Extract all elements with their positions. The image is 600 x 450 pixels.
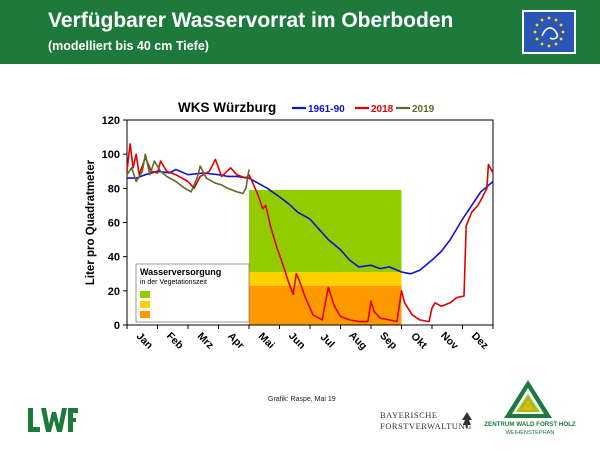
x-tick-label: Jul [318,331,337,350]
x-tick-label: Sep [377,330,399,352]
y-tick-label: 20 [108,286,120,298]
series-line-2019 [126,153,250,195]
eu-stars-icon [533,16,565,48]
y-tick-label: 40 [108,252,120,264]
x-tick-label: Nov [438,330,461,353]
x-tick-label: Mrz [195,330,216,351]
zone-legend-label-ausreichend: ausreichend [153,291,198,300]
zentrum-wald-forst-holz-logo [504,380,552,418]
chart-credit: Grafik: Raspe, Mai 19 [268,396,336,403]
zone-eingeschränkt [249,272,402,286]
y-axis-label: Liter pro Quadratmeter [85,159,97,285]
x-tick-label: Aug [346,329,369,352]
header-banner: Verfügbarer Wasservorrat im Oberboden (m… [0,0,600,64]
series-line-1961-90 [127,168,494,275]
bfv-name-line2: FORSTVERWALTUNG [380,421,472,431]
x-tick-label: Okt [408,330,429,351]
bfv-name-line1: BAYERISCHE [380,410,438,420]
chart: 0 20 40 60 80 100 120 Jan Feb Mrz Apr Mai Jun Jul Aug S… [85,100,494,353]
page-title: Verfügbarer Wasservorrat im Oberboden [48,9,454,32]
tree-mark-icon [462,412,472,428]
zwfh-place: WEIHENSTEPHAN [505,430,555,436]
page-subtitle: (modelliert bis 40 cm Tiefe) [48,39,209,53]
x-tick-label: Jan [134,330,155,351]
zone-legend-swatch-eingeschränkt [140,301,150,308]
y-tick-label: 120 [102,115,120,127]
zone-legend-subtitle: in der Vegetationszeit [140,279,207,286]
x-tick-label: Jun [286,330,308,352]
x-tick-label: Apr [225,330,246,351]
legend-label-1961-90: 1961-90 [308,104,345,115]
y-tick-label: 100 [102,149,120,161]
y-tick-label: 60 [108,218,120,230]
legend-label-2019: 2019 [412,104,435,115]
lwf-logo [28,408,78,432]
zone-legend-label-eingeschränkt: eingeschränkt [153,301,204,310]
zone-legend-box [135,263,250,323]
zone-legend-label-mangelhaft: mangelhaft [153,311,194,320]
chart-title: WKS Würzburg [178,100,276,115]
bayerische-forstverwaltung-logo: BAYERISCHE FORSTVERWALTUNG [380,410,472,436]
legend-label-2018: 2018 [371,104,394,115]
zone-legend-title: Wasserversorgung [140,267,221,277]
zone-ausreichend [249,190,402,273]
x-tick-label: Dez [469,330,491,352]
zwfh-name: ZENTRUM WALD FORST HOLZ [484,421,576,428]
zone-legend-swatch-mangelhaft [140,311,150,318]
x-tick-label: Feb [164,330,186,352]
series-line-2018 [126,143,494,323]
y-tick-label: 80 [108,183,120,195]
x-tick-label: Mai [256,330,277,351]
eu-life-logo [522,10,576,54]
y-tick-label: 0 [114,320,120,332]
zone-legend-swatch-ausreichend [140,291,150,298]
